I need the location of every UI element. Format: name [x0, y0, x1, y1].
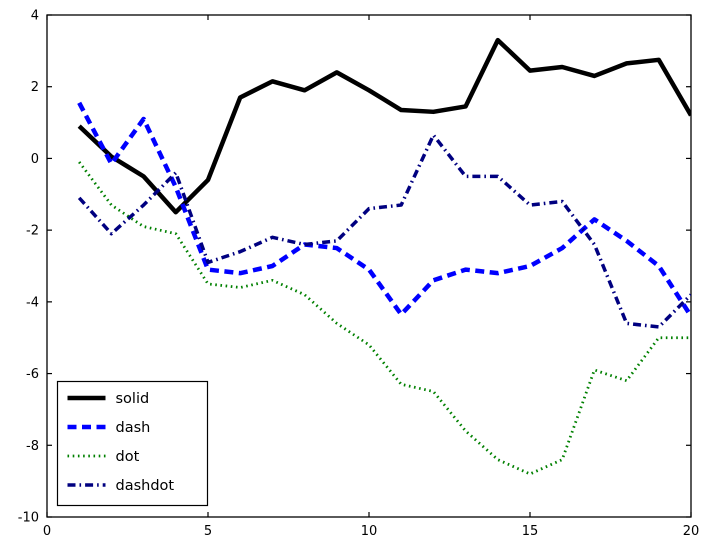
y-tick-label: 4 — [31, 9, 39, 24]
legend-label-dashdot: dashdot — [116, 478, 175, 494]
legend-label-dot: dot — [116, 449, 140, 465]
y-tick-label: -2 — [26, 224, 39, 239]
legend-box — [56, 380, 209, 507]
series-line-dashdot — [77, 133, 691, 329]
y-tick-label: -8 — [26, 439, 39, 454]
x-tick-label: 5 — [204, 524, 212, 539]
x-tick-label: 20 — [683, 524, 700, 539]
y-tick-label: -10 — [18, 511, 39, 526]
y-tick-label: -4 — [26, 295, 39, 310]
legend-label-dash: dash — [116, 420, 151, 436]
legend-label-solid: solid — [116, 391, 150, 407]
x-tick-label: 15 — [522, 524, 539, 539]
y-tick-label: 2 — [31, 80, 39, 95]
x-tick-label: 0 — [43, 524, 51, 539]
y-tick-label: 0 — [31, 152, 39, 167]
series-line-dot — [78, 161, 691, 476]
x-tick-label: 10 — [361, 524, 378, 539]
y-tick-label: -6 — [26, 367, 39, 382]
